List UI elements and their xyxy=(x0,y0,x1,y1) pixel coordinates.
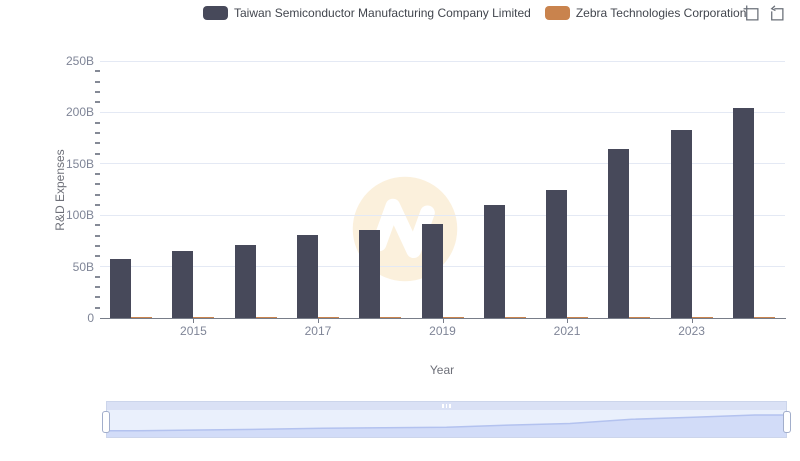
zoom-restore-icon[interactable] xyxy=(768,5,785,22)
y-gridline xyxy=(100,214,785,216)
x-tick-label: 2023 xyxy=(678,324,705,338)
y-minor-tick xyxy=(95,101,100,104)
datazoom-slider[interactable] xyxy=(102,401,791,438)
toolbox xyxy=(743,5,785,22)
x-tick-label: 2019 xyxy=(429,324,456,338)
legend-swatch xyxy=(544,6,570,20)
y-minor-tick xyxy=(95,286,100,289)
y-tick-label: 0 xyxy=(87,311,94,325)
x-axis-tick xyxy=(193,319,195,323)
x-axis-tick xyxy=(567,319,569,323)
bar-tsmc[interactable] xyxy=(670,129,692,318)
legend-label: Zebra Technologies Corporation xyxy=(575,6,747,20)
slider-move-bar[interactable] xyxy=(107,402,786,410)
legend-label: Taiwan Semiconductor Manufacturing Compa… xyxy=(234,6,531,20)
bar-tsmc[interactable] xyxy=(359,229,381,318)
bar-zebra[interactable] xyxy=(567,317,589,318)
x-axis-line xyxy=(100,318,786,319)
bar-tsmc[interactable] xyxy=(110,259,132,318)
legend-item-1[interactable]: Zebra Technologies Corporation xyxy=(544,6,747,20)
y-gridline xyxy=(100,60,785,62)
y-minor-tick xyxy=(95,296,100,299)
bar-tsmc[interactable] xyxy=(483,204,505,318)
y-minor-tick xyxy=(95,121,100,124)
bar-zebra[interactable] xyxy=(691,317,713,318)
bar-tsmc[interactable] xyxy=(172,251,194,318)
x-axis-tick xyxy=(691,319,693,323)
bar-zebra[interactable] xyxy=(193,317,215,318)
y-minor-tick xyxy=(95,70,100,73)
y-tick-label: 50B xyxy=(72,259,94,274)
y-minor-tick xyxy=(95,131,100,134)
y-tick-label: 100B xyxy=(65,208,94,223)
y-minor-tick xyxy=(95,142,100,145)
bar-tsmc[interactable] xyxy=(234,245,256,318)
x-tick-label: 2017 xyxy=(304,324,332,338)
y-minor-tick xyxy=(95,203,100,206)
bar-tsmc[interactable] xyxy=(732,108,754,318)
x-axis-tick xyxy=(317,319,319,323)
y-minor-tick xyxy=(95,80,100,83)
x-tick-label: 2021 xyxy=(553,324,581,338)
y-minor-tick xyxy=(95,173,100,176)
y-gridline xyxy=(100,266,785,268)
bar-zebra[interactable] xyxy=(317,317,339,318)
y-gridline xyxy=(100,111,785,113)
y-minor-tick xyxy=(95,234,100,237)
bar-zebra[interactable] xyxy=(753,317,775,318)
legend: Taiwan Semiconductor Manufacturing Compa… xyxy=(203,6,746,20)
x-axis-title: Year xyxy=(429,363,455,377)
y-minor-tick xyxy=(95,275,100,278)
y-gridline xyxy=(100,163,785,165)
x-axis-tick xyxy=(442,319,444,323)
bar-zebra[interactable] xyxy=(380,317,402,318)
slider-preview-area[interactable] xyxy=(107,410,786,437)
y-tick-label: 200B xyxy=(65,105,94,120)
y-tick-label: 150B xyxy=(65,156,94,171)
bar-zebra[interactable] xyxy=(442,317,464,318)
bar-tsmc[interactable] xyxy=(546,189,568,318)
legend-item-0[interactable]: Taiwan Semiconductor Manufacturing Compa… xyxy=(203,6,531,20)
y-tick-label: 250B xyxy=(65,54,94,68)
legend-swatch xyxy=(203,6,228,20)
y-minor-tick xyxy=(95,306,100,309)
y-minor-tick xyxy=(95,183,100,186)
y-minor-tick xyxy=(95,245,100,248)
bar-tsmc[interactable] xyxy=(608,149,630,318)
bar-zebra[interactable] xyxy=(131,317,153,318)
bar-zebra[interactable] xyxy=(504,317,526,318)
zoom-select-icon[interactable] xyxy=(743,5,760,22)
y-minor-tick xyxy=(95,90,100,93)
x-tick-label: 2015 xyxy=(180,324,207,338)
bar-tsmc[interactable] xyxy=(296,234,318,318)
y-minor-tick xyxy=(95,255,100,258)
slider-grip-icon[interactable] xyxy=(442,404,451,408)
bar-tsmc[interactable] xyxy=(421,224,443,318)
slider-right-handle[interactable] xyxy=(783,411,791,433)
y-minor-tick xyxy=(95,152,100,155)
y-minor-tick xyxy=(95,224,100,227)
y-minor-tick xyxy=(95,193,100,196)
bar-zebra[interactable] xyxy=(629,317,651,318)
bar-zebra[interactable] xyxy=(255,317,277,318)
slider-left-handle[interactable] xyxy=(102,411,110,433)
